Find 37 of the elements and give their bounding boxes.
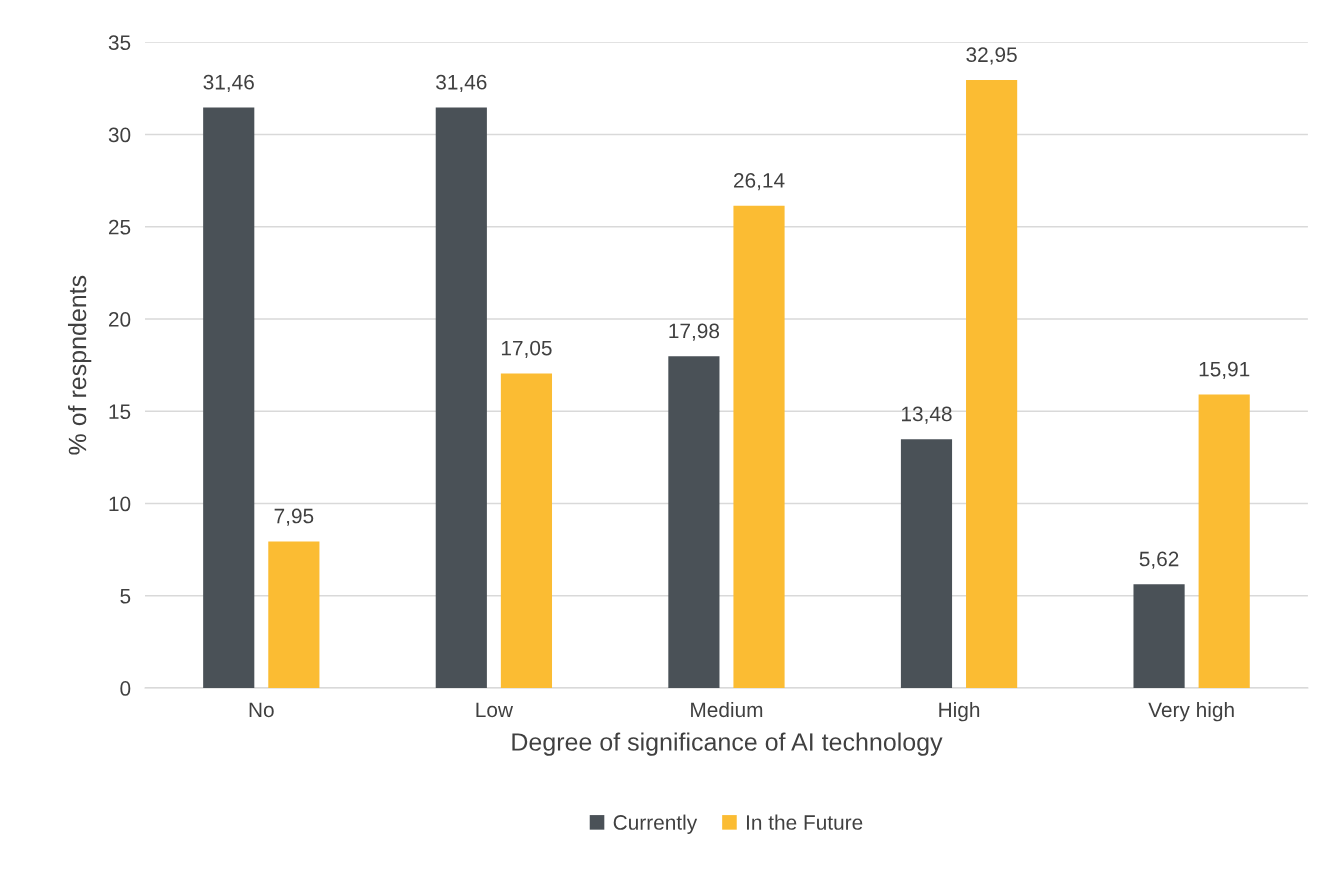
legend-label: Currently	[613, 814, 698, 834]
data-label: 32,95	[966, 47, 1017, 65]
data-label: 26,14	[734, 173, 785, 191]
bar	[668, 356, 720, 689]
y-tick-label: 0	[120, 681, 131, 696]
bar	[733, 205, 785, 689]
y-tick-label: 35	[108, 35, 131, 51]
y-tick-label: 5	[120, 589, 131, 604]
data-label: 17,05	[501, 340, 552, 358]
bar	[900, 439, 953, 689]
y-tick-label: 15	[109, 404, 131, 420]
data-label: 13,48	[902, 406, 952, 424]
bar	[500, 373, 553, 689]
x-tick-label: High	[939, 701, 980, 722]
data-label: 31,46	[436, 74, 487, 93]
legend-label: In the Future	[747, 814, 863, 830]
y-tick-label: 20	[108, 312, 131, 327]
bar	[203, 107, 255, 689]
y-tick-label: 25	[108, 219, 131, 235]
bar	[966, 80, 1018, 689]
bar	[1198, 394, 1250, 689]
x-axis-title: Degree of significance of AI technology	[512, 732, 943, 756]
data-label: 5,62	[1139, 551, 1179, 569]
x-tick-label: No	[249, 702, 274, 718]
data-label: 15,91	[1199, 361, 1250, 379]
data-label: 17,98	[669, 323, 720, 341]
bar	[1133, 584, 1185, 689]
y-axis-title: % of respndents	[67, 275, 92, 455]
data-label: 31,46	[203, 74, 254, 93]
y-tick-label: 30	[108, 127, 131, 143]
data-label: 7,95	[274, 508, 314, 526]
y-tick-label: 10	[109, 496, 131, 512]
bar	[435, 107, 487, 689]
bar	[268, 541, 320, 689]
x-tick-label: Very high	[1148, 701, 1234, 722]
x-tick-label: Medium	[691, 701, 763, 718]
x-tick-label: Low	[476, 702, 514, 718]
